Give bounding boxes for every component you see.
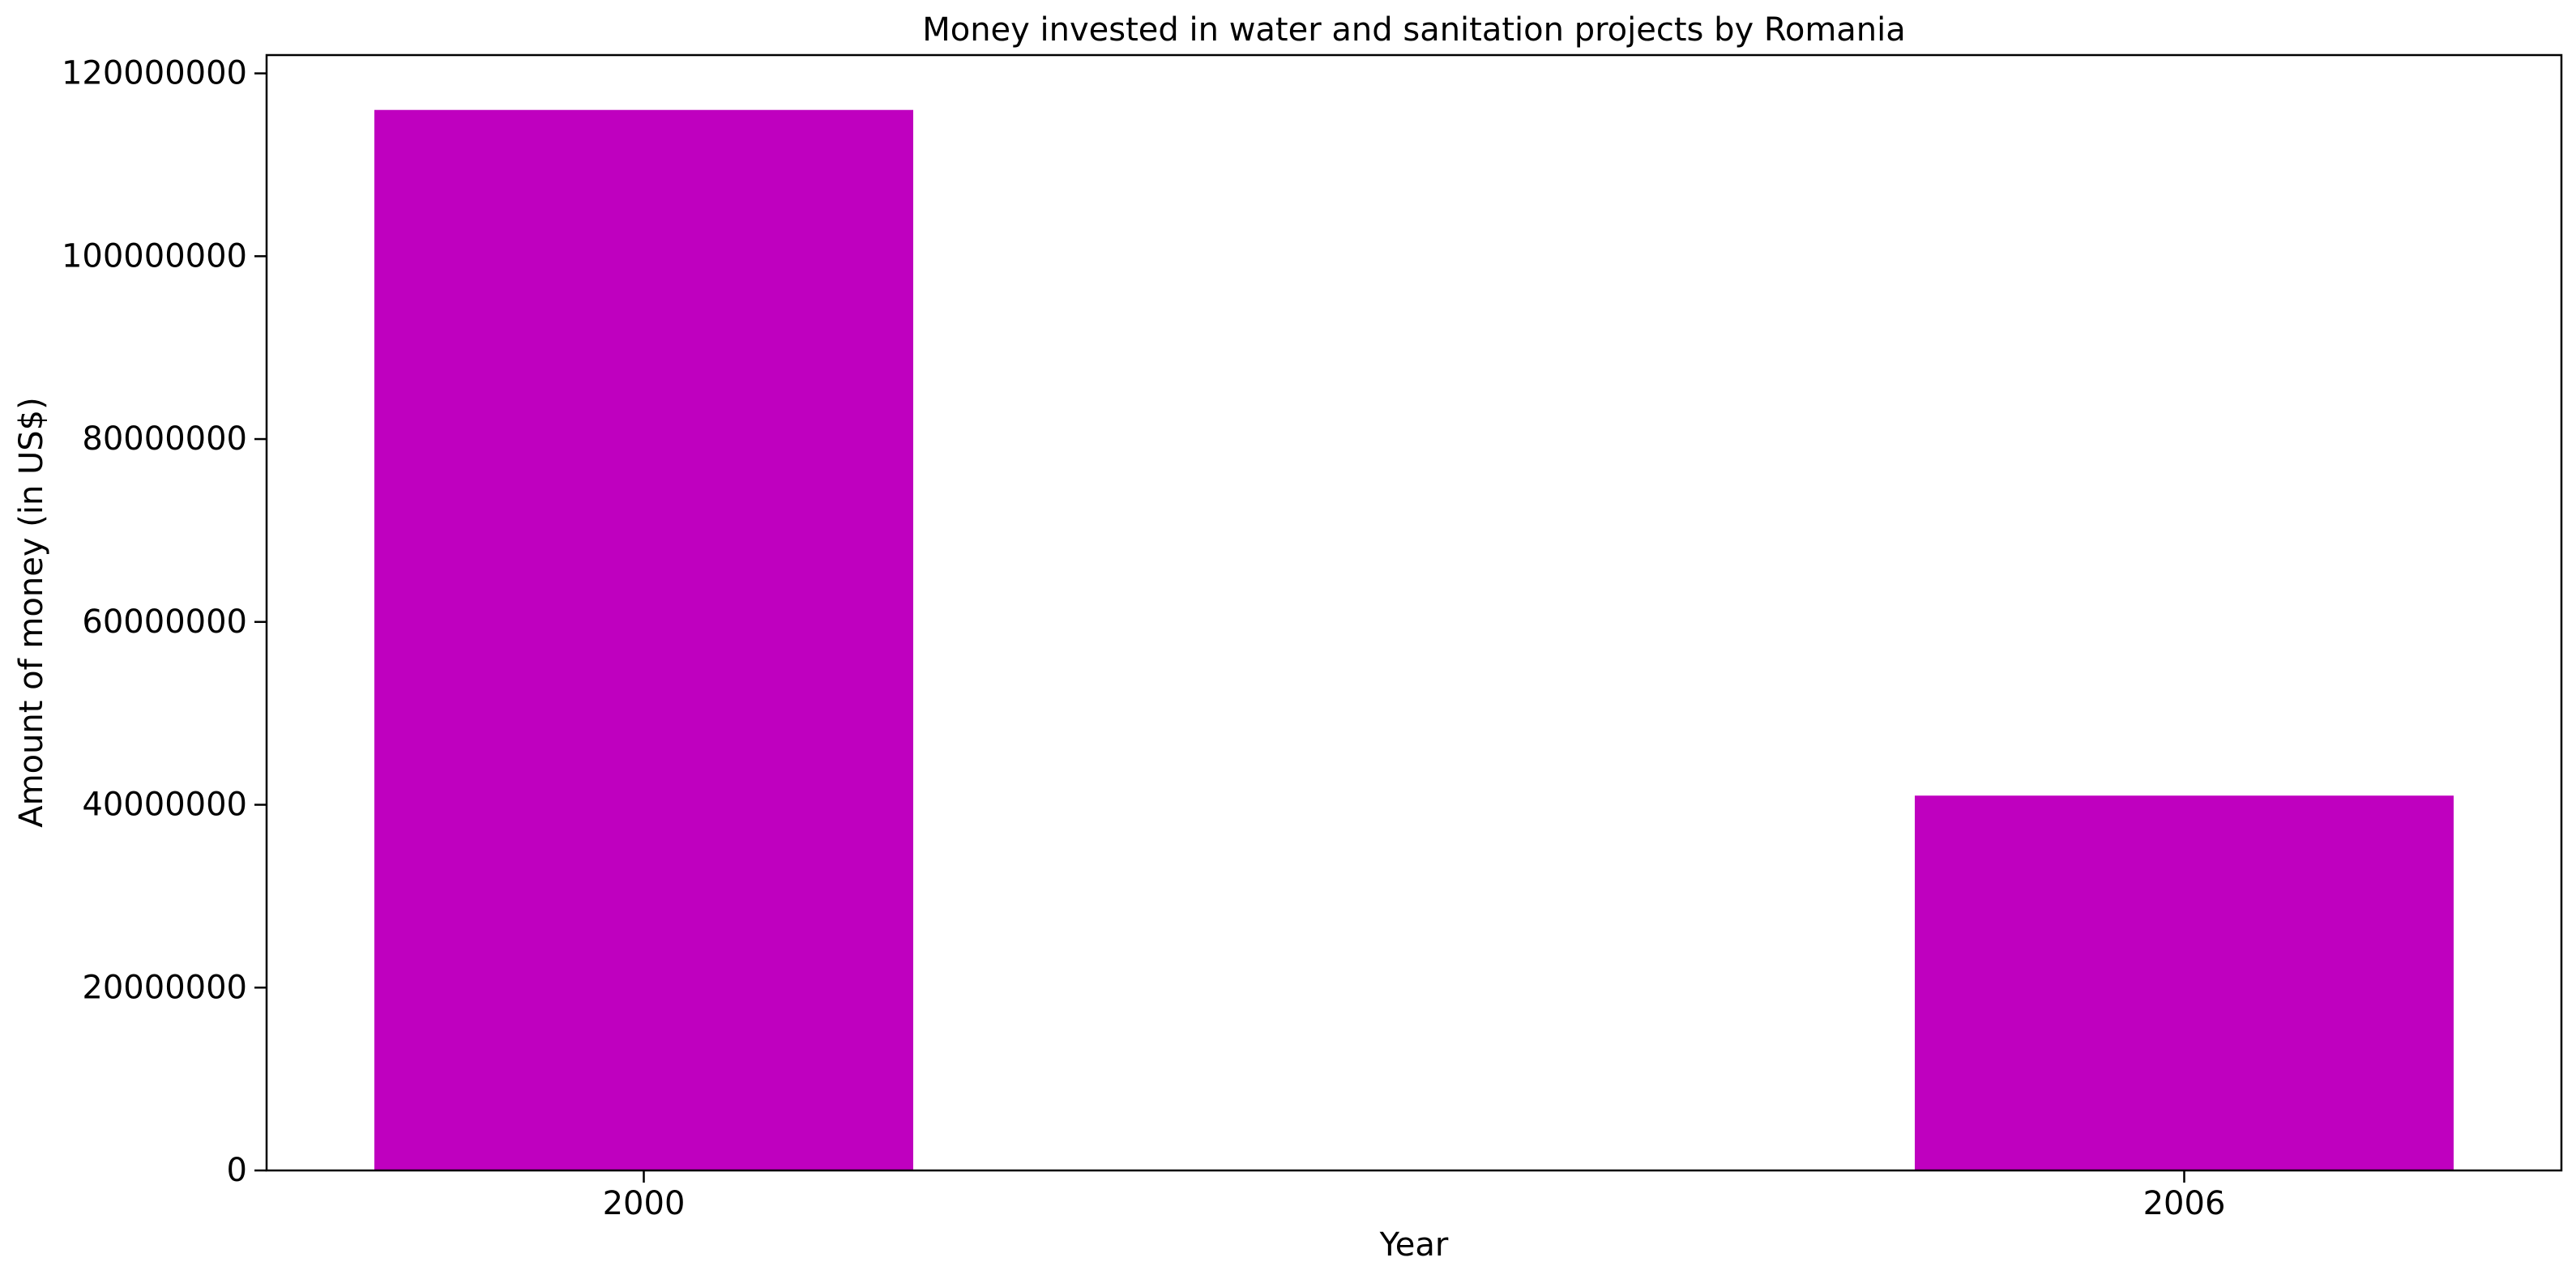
x-axis-label: Year bbox=[1379, 1226, 1449, 1264]
y-tick-label: 40000000 bbox=[82, 787, 247, 824]
y-axis-label: Amount of money (in US$) bbox=[13, 397, 50, 827]
x-tick-label: 2006 bbox=[2143, 1185, 2226, 1222]
y-tick-label: 80000000 bbox=[82, 420, 247, 458]
chart-title: Money invested in water and sanitation p… bbox=[922, 11, 1906, 49]
y-tick-label: 100000000 bbox=[62, 237, 247, 275]
plot-frame bbox=[265, 53, 2563, 1172]
bars bbox=[374, 109, 2454, 1170]
y-tick-label: 0 bbox=[227, 1152, 247, 1189]
y-axis: 0 20000000 40000000 60000000 80000000 1000000… bbox=[62, 55, 267, 1189]
y-tick-label: 60000000 bbox=[82, 603, 247, 641]
y-tick-label: 20000000 bbox=[82, 969, 247, 1006]
bar-2000 bbox=[374, 109, 913, 1170]
x-axis: 2000 2006 bbox=[603, 1170, 2226, 1222]
bar-2006 bbox=[1915, 795, 2454, 1170]
x-tick-label: 2000 bbox=[603, 1185, 686, 1222]
y-tick-label: 120000000 bbox=[62, 55, 247, 92]
